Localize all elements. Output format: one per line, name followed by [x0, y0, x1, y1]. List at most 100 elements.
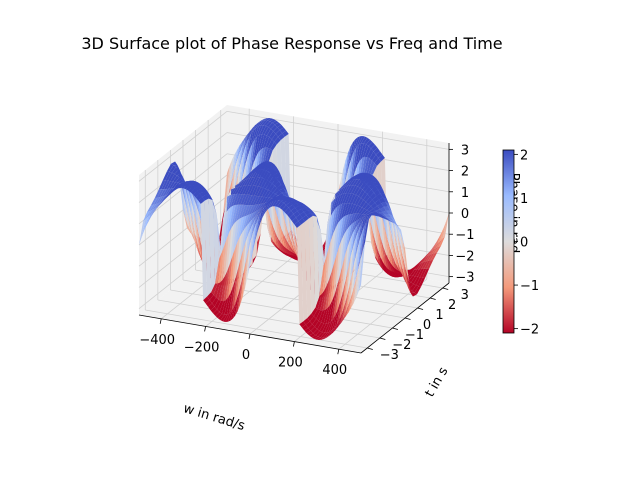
surface-facet: [234, 186, 241, 195]
surface-facet: [254, 210, 261, 230]
surface-facet: [284, 252, 291, 258]
surface-facet: [230, 193, 237, 208]
surface-facet: [332, 319, 340, 333]
surface-facet: [237, 178, 245, 185]
surface-facet: [237, 216, 244, 243]
surface-facet: [360, 173, 368, 176]
surface-facet: [166, 181, 173, 190]
surface-facet: [321, 307, 328, 324]
surface-facet: [314, 320, 322, 330]
surface-facet: [353, 213, 361, 223]
surface-facet: [243, 222, 250, 250]
surface-facet: [361, 201, 369, 209]
surface-facet: [369, 174, 376, 179]
surface-facet: [254, 211, 262, 243]
surface-facet: [317, 322, 324, 331]
surface-facet: [278, 133, 285, 141]
surface-facet: [139, 219, 146, 246]
surface-facet: [271, 196, 278, 201]
y-tick-mark: [404, 317, 411, 320]
surface-facet: [241, 185, 249, 195]
surface-facet: [364, 146, 371, 158]
surface-facet: [414, 263, 421, 270]
surface-facet: [376, 214, 383, 217]
surface-facet: [349, 175, 356, 181]
surface-facet: [249, 185, 256, 196]
surface-facet: [420, 268, 427, 278]
surface-facet: [368, 183, 376, 190]
surface-facet: [233, 193, 240, 206]
surface-facet: [259, 204, 267, 225]
surface-facet: [360, 182, 367, 190]
surface-facet: [305, 207, 312, 211]
surface-facet: [274, 136, 281, 145]
surface-facet: [237, 269, 245, 312]
surface-facet: [273, 204, 281, 243]
surface-facet: [376, 193, 383, 200]
surface-facet: [177, 182, 184, 186]
surface-facet: [235, 194, 242, 205]
surface-facet: [396, 272, 404, 275]
surface-facet: [170, 174, 177, 182]
surface-facet: [388, 258, 395, 273]
surface-facet: [412, 269, 420, 277]
surface-facet: [356, 220, 364, 252]
surface-facet: [317, 290, 325, 311]
surface-facet: [370, 178, 377, 183]
surface-facet: [428, 245, 436, 253]
surface-facet: [237, 138, 245, 159]
surface-facet: [340, 182, 347, 190]
surface-facet: [384, 224, 391, 263]
surface-facet: [316, 337, 324, 340]
surface-facet: [291, 217, 299, 225]
surface-facet: [289, 214, 296, 222]
surface-facet: [348, 229, 355, 268]
surface-facet: [276, 176, 283, 182]
surface-facet: [190, 198, 198, 244]
surface-facet: [260, 178, 268, 188]
surface-facet: [258, 164, 266, 170]
surface-facet: [241, 234, 249, 281]
surface-facet: [277, 246, 284, 254]
surface-facet: [345, 275, 352, 314]
surface-facet: [228, 249, 235, 297]
surface-facet: [296, 224, 304, 325]
surface-facet: [424, 250, 432, 258]
surface-facet: [262, 197, 270, 204]
surface-facet: [291, 255, 299, 260]
surface-facet: [277, 184, 284, 191]
surface-facet: [371, 214, 378, 216]
surface-facet: [248, 216, 255, 235]
surface-facet: [192, 184, 199, 189]
surface-facet: [389, 270, 396, 276]
surface-facet: [233, 237, 240, 286]
surface-facet: [378, 197, 386, 204]
colorbar-tick-label: 2: [520, 148, 528, 163]
surface-facet: [394, 272, 401, 276]
surface-facet: [269, 199, 277, 208]
surface-facet: [256, 187, 264, 197]
surface-facet: [229, 221, 237, 264]
surface-facet: [434, 245, 441, 254]
x-tick-label: 0: [242, 348, 250, 363]
surface-facet: [244, 133, 252, 169]
surface-facet: [191, 193, 199, 231]
surface-facet: [233, 204, 241, 224]
surface-facet: [346, 176, 354, 183]
surface-facet: [364, 213, 371, 227]
surface-facet: [271, 169, 278, 176]
surface-facet: [247, 130, 254, 159]
surface-facet: [255, 134, 262, 159]
colorbar-ticks: −2 −1 0 1 2: [514, 148, 539, 338]
surface-facet: [326, 233, 334, 286]
surface-facet: [409, 284, 417, 291]
surface-facet: [230, 150, 237, 187]
surface-facet: [290, 251, 297, 257]
surface-facet: [369, 192, 377, 200]
surface-facet: [330, 324, 337, 335]
surface-facet: [292, 203, 299, 208]
surface-facet: [343, 299, 351, 320]
surface-facet: [266, 165, 273, 172]
surface-facet: [363, 194, 370, 202]
